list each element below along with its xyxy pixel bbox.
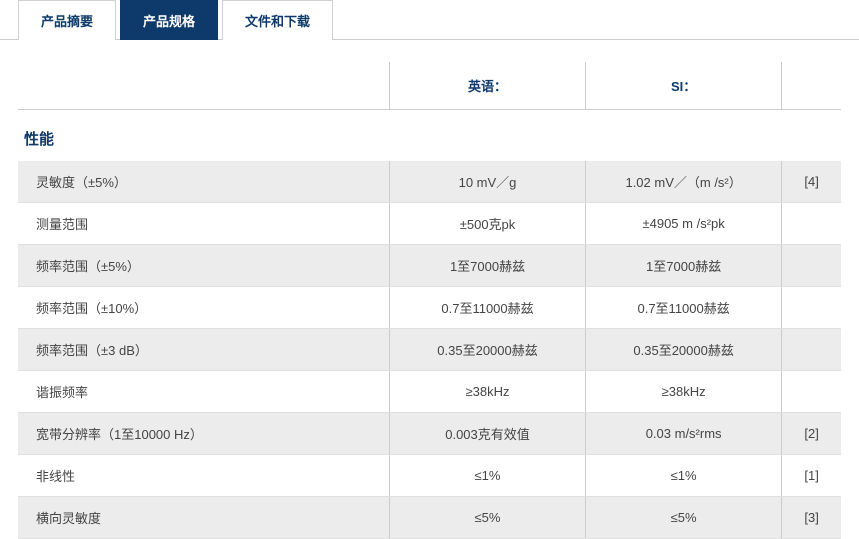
note-cell: [2] [782, 413, 841, 455]
spec-content: 英语： SI： 性能 灵敏度（±5%）10 mV／g1.02 mV／（m /s²… [0, 40, 859, 539]
spec-header-row: 英语： SI： [18, 62, 841, 110]
tab-specifications[interactable]: 产品规格 [120, 0, 218, 40]
note-cell [782, 203, 841, 245]
english-cell: 0.35至20000赫兹 [389, 329, 585, 371]
note-cell [782, 371, 841, 413]
param-cell: 宽带分辨率（1至10000 Hz） [18, 413, 389, 455]
si-cell: 1至7000赫兹 [586, 245, 782, 287]
table-row: 谐振频率≥38kHz≥38kHz [18, 371, 841, 413]
note-cell: [1] [782, 455, 841, 497]
param-cell: 频率范围（±10%） [18, 287, 389, 329]
english-cell: 10 mV／g [389, 161, 585, 203]
spec-table: 英语： SI： 性能 灵敏度（±5%）10 mV／g1.02 mV／（m /s²… [18, 62, 841, 539]
table-row: 测量范围±500克pk±4905 m /s²pk [18, 203, 841, 245]
tab-label: 产品摘要 [41, 14, 93, 29]
si-cell: 0.03 m/s²rms [586, 413, 782, 455]
table-row: 宽带分辨率（1至10000 Hz）0.003克有效值0.03 m/s²rms[2… [18, 413, 841, 455]
si-cell: ±4905 m /s²pk [586, 203, 782, 245]
param-cell: 频率范围（±5%） [18, 245, 389, 287]
param-cell: 横向灵敏度 [18, 497, 389, 539]
english-cell: 1至7000赫兹 [389, 245, 585, 287]
note-cell [782, 329, 841, 371]
table-row: 频率范围（±5%）1至7000赫兹1至7000赫兹 [18, 245, 841, 287]
note-cell [782, 287, 841, 329]
note-cell: [4] [782, 161, 841, 203]
header-si: SI： [586, 62, 782, 110]
english-cell: ≥38kHz [389, 371, 585, 413]
note-cell: [3] [782, 497, 841, 539]
param-cell: 非线性 [18, 455, 389, 497]
si-cell: 1.02 mV／（m /s²） [586, 161, 782, 203]
tab-downloads[interactable]: 文件和下载 [222, 0, 333, 40]
english-cell: 0.003克有效值 [389, 413, 585, 455]
si-cell: ≤1% [586, 455, 782, 497]
param-cell: 灵敏度（±5%） [18, 161, 389, 203]
section-title: 性能 [18, 110, 841, 162]
note-cell [782, 245, 841, 287]
english-cell: ≤1% [389, 455, 585, 497]
table-row: 横向灵敏度≤5%≤5%[3] [18, 497, 841, 539]
table-row: 灵敏度（±5%）10 mV／g1.02 mV／（m /s²）[4] [18, 161, 841, 203]
header-english: 英语： [389, 62, 585, 110]
header-param [18, 62, 389, 110]
param-cell: 谐振频率 [18, 371, 389, 413]
tab-label: 文件和下载 [245, 14, 310, 29]
section-title-row: 性能 [18, 110, 841, 162]
si-cell: 0.7至11000赫兹 [586, 287, 782, 329]
tab-label: 产品规格 [143, 14, 195, 29]
english-cell: ±500克pk [389, 203, 585, 245]
table-row: 频率范围（±3 dB）0.35至20000赫兹0.35至20000赫兹 [18, 329, 841, 371]
table-row: 非线性≤1%≤1%[1] [18, 455, 841, 497]
table-row: 频率范围（±10%）0.7至11000赫兹0.7至11000赫兹 [18, 287, 841, 329]
tab-bar: 产品摘要 产品规格 文件和下载 [0, 0, 859, 40]
si-cell: ≥38kHz [586, 371, 782, 413]
param-cell: 测量范围 [18, 203, 389, 245]
si-cell: 0.35至20000赫兹 [586, 329, 782, 371]
tab-summary[interactable]: 产品摘要 [18, 0, 116, 40]
header-note [782, 62, 841, 110]
english-cell: 0.7至11000赫兹 [389, 287, 585, 329]
param-cell: 频率范围（±3 dB） [18, 329, 389, 371]
si-cell: ≤5% [586, 497, 782, 539]
english-cell: ≤5% [389, 497, 585, 539]
